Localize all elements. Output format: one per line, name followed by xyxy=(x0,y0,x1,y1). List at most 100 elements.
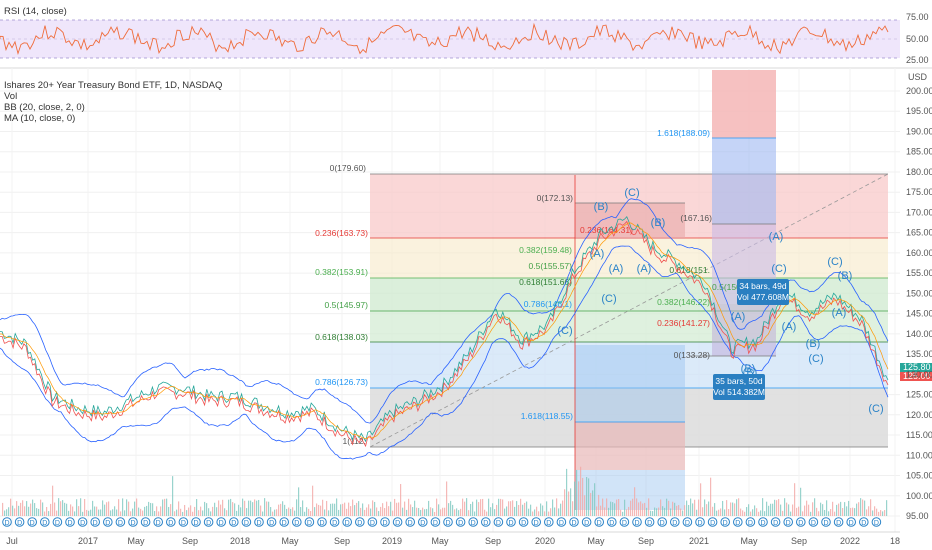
dividend-marker[interactable] xyxy=(695,517,705,527)
volume-bar xyxy=(526,501,528,516)
dividend-marker-glyph: D xyxy=(697,520,702,527)
dividend-marker[interactable] xyxy=(27,517,38,527)
volume-bar xyxy=(692,503,694,516)
volume-bar xyxy=(424,509,426,516)
dividend-marker[interactable] xyxy=(770,517,781,527)
dividend-marker[interactable] xyxy=(518,517,529,527)
dividend-marker[interactable] xyxy=(254,517,264,527)
volume-bar xyxy=(688,504,690,516)
volume-bar xyxy=(330,503,332,516)
time-axis[interactable]: Jul 2017 May Sep 2018 May Sep 2019 May Sep 2020 May… xyxy=(0,531,900,546)
dividend-marker[interactable] xyxy=(178,517,189,527)
dividend-marker[interactable] xyxy=(405,517,416,527)
dividend-marker[interactable] xyxy=(14,517,25,527)
dividend-marker[interactable] xyxy=(40,517,50,527)
volume-bar xyxy=(626,509,628,516)
dividend-marker[interactable] xyxy=(619,517,630,527)
fib-mid-label-786: 0.786(146.1) xyxy=(524,299,572,309)
dividend-marker[interactable] xyxy=(493,517,504,527)
dividend-marker[interactable] xyxy=(115,517,126,527)
measure-box-2[interactable]: 35 bars, 50d Vol 514.382M xyxy=(713,374,765,400)
dividend-marker[interactable] xyxy=(103,517,113,527)
volume-bar xyxy=(12,505,14,516)
dividend-marker[interactable] xyxy=(657,517,668,527)
dividend-marker[interactable] xyxy=(65,517,75,527)
dividend-marker[interactable] xyxy=(531,517,542,527)
dividend-marker[interactable] xyxy=(846,517,857,527)
volume-bar xyxy=(356,502,358,516)
dividend-marker[interactable] xyxy=(392,517,403,527)
dividend-marker[interactable] xyxy=(733,517,743,527)
dividend-marker[interactable] xyxy=(166,517,176,527)
dividend-marker[interactable] xyxy=(594,517,605,527)
last-price-badge-a xyxy=(900,363,932,372)
dividend-marker[interactable] xyxy=(279,517,290,527)
volume-bar xyxy=(82,511,84,516)
dividend-marker[interactable] xyxy=(266,517,277,527)
dividend-marker[interactable] xyxy=(191,517,201,527)
dividend-marker[interactable] xyxy=(682,517,693,527)
volume-bar xyxy=(308,508,310,516)
dividend-marker[interactable] xyxy=(342,517,353,527)
volume-bar xyxy=(418,507,420,516)
dividend-marker[interactable] xyxy=(367,517,378,527)
time-tick-label: May xyxy=(587,536,605,546)
dividend-marker[interactable] xyxy=(203,517,214,527)
dividend-marker[interactable] xyxy=(833,517,844,527)
volume-bar xyxy=(384,508,386,516)
dividend-marker[interactable] xyxy=(430,517,441,527)
dividend-marker[interactable] xyxy=(355,517,365,527)
fib-zone-5-618 xyxy=(370,311,888,342)
dividend-marker[interactable] xyxy=(216,517,226,527)
dividend-marker[interactable] xyxy=(581,517,592,527)
dividend-marker[interactable] xyxy=(241,517,252,527)
dividend-marker[interactable] xyxy=(720,517,731,527)
dividend-marker[interactable] xyxy=(481,517,491,527)
volume-bar xyxy=(402,507,404,516)
dividend-marker[interactable] xyxy=(859,517,869,527)
dividend-marker[interactable] xyxy=(544,517,554,527)
volume-bar xyxy=(376,507,378,516)
dividend-marker[interactable] xyxy=(808,517,819,527)
dividend-marker[interactable] xyxy=(758,517,768,527)
volume-bar xyxy=(738,498,740,516)
price-axis[interactable]: USD 125.80 125.00 200.00 195.00 190.00 185.… xyxy=(900,72,932,521)
dividend-marker[interactable] xyxy=(52,517,63,527)
dividend-marker[interactable] xyxy=(670,517,680,527)
dividend-marker[interactable] xyxy=(229,517,239,527)
dividend-marker[interactable] xyxy=(90,517,100,527)
dividend-marker[interactable] xyxy=(292,517,302,527)
dividend-marker[interactable] xyxy=(128,517,138,527)
dividend-marker[interactable] xyxy=(556,517,567,527)
dividend-marker[interactable] xyxy=(304,517,315,527)
dividend-marker[interactable] xyxy=(455,517,466,527)
dividend-marker[interactable] xyxy=(745,517,756,527)
wave-label: (B) xyxy=(838,270,853,282)
dividend-marker[interactable] xyxy=(707,517,718,527)
dividend-marker[interactable] xyxy=(317,517,327,527)
dividend-marker[interactable] xyxy=(871,517,882,527)
dividend-marker[interactable] xyxy=(329,517,340,527)
dividend-marker[interactable] xyxy=(783,517,794,527)
dividend-marker[interactable] xyxy=(796,517,806,527)
dividend-marker[interactable] xyxy=(821,517,831,527)
volume-bar xyxy=(210,511,212,516)
dividend-marker[interactable] xyxy=(607,517,617,527)
dividend-marker[interactable] xyxy=(2,517,12,527)
dividend-marker[interactable] xyxy=(468,517,479,527)
dividend-marker[interactable] xyxy=(644,517,655,527)
dividend-marker[interactable] xyxy=(443,517,453,527)
dividend-marker[interactable] xyxy=(380,517,390,527)
dividend-marker[interactable] xyxy=(77,517,88,527)
dividend-marker[interactable] xyxy=(153,517,163,527)
dividend-marker[interactable] xyxy=(418,517,428,527)
volume-bar xyxy=(590,492,592,516)
dividend-marker[interactable] xyxy=(506,517,516,527)
dividend-marker[interactable] xyxy=(632,517,642,527)
dividend-marker[interactable] xyxy=(140,517,151,527)
legend-ma: MA (10, close, 0) xyxy=(4,113,75,124)
volume-bar xyxy=(582,477,584,516)
dividend-marker[interactable] xyxy=(569,517,579,527)
measure-box-1[interactable]: 34 bars, 49d Vol 477.608M xyxy=(737,279,789,305)
